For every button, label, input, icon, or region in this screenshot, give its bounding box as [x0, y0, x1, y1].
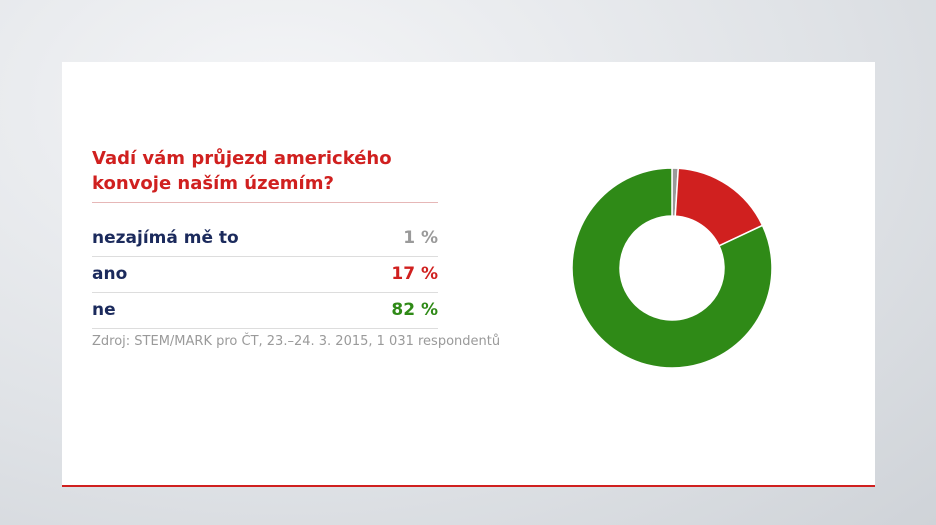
value-label: 82 %: [391, 300, 438, 320]
donut-slice: [571, 167, 773, 369]
chart-title: Vadí vám průjezd amerického konvoje naší…: [92, 148, 392, 194]
legend-label: nezajímá mě to: [92, 228, 239, 248]
source-note: Zdroj: STEM/MARK pro ČT, 23.–24. 3. 2015…: [92, 334, 501, 349]
value-label: 1 %: [403, 228, 438, 248]
legend-row: ano 17 %: [92, 256, 438, 293]
legend-row: ne 82 %: [92, 292, 438, 329]
legend-row: nezajímá mě to 1 %: [92, 220, 438, 257]
value-label: 17 %: [391, 264, 438, 284]
legend-label: ano: [92, 264, 128, 284]
legend-label: ne: [92, 300, 116, 320]
title-rule: [92, 202, 438, 203]
